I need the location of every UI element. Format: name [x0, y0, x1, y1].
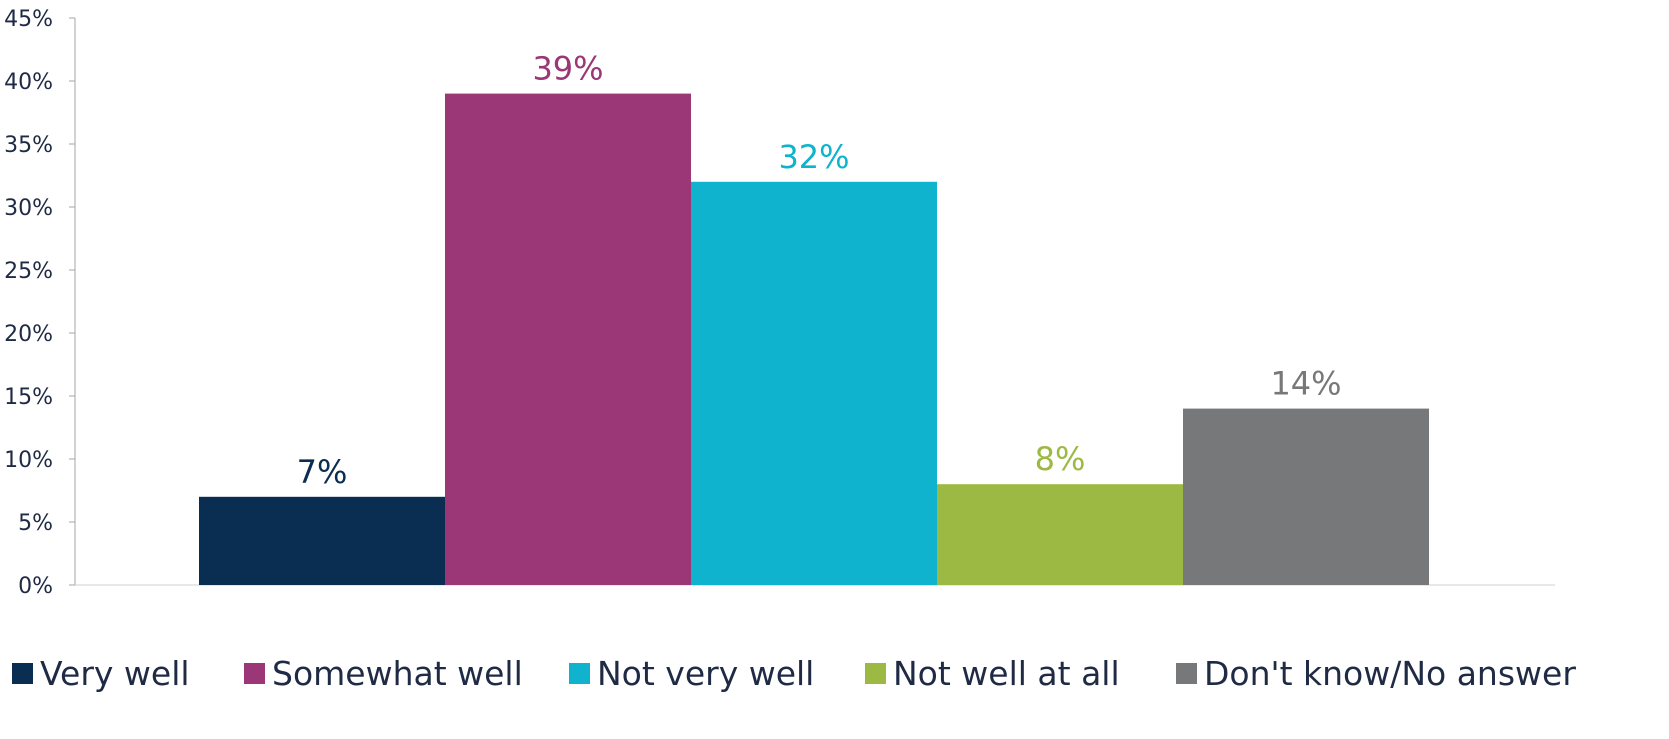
- data-label: 39%: [532, 50, 603, 88]
- y-tick-label: 0%: [18, 574, 53, 599]
- bar: [691, 181, 937, 586]
- y-tick-label: 25%: [4, 259, 53, 284]
- data-label: 14%: [1270, 365, 1341, 403]
- y-tick-label: 15%: [4, 385, 53, 410]
- y-tick-label: 40%: [4, 70, 53, 95]
- bars: [199, 93, 1429, 586]
- bar: [937, 484, 1183, 585]
- bar: [1183, 408, 1429, 585]
- y-tick-label: 45%: [4, 7, 53, 32]
- legend-item-very-well: Very well: [12, 648, 190, 698]
- legend-swatch: [569, 662, 590, 684]
- y-axis: 0% 5% 10% 15% 20% 25% 30% 35% 40% 45%: [4, 7, 1555, 599]
- legend-swatch: [244, 662, 265, 684]
- legend-item-somewhat-well: Somewhat well: [244, 648, 523, 698]
- legend-label: Not well at all: [893, 653, 1120, 693]
- legend-swatch: [12, 662, 33, 684]
- y-tick-label: 30%: [4, 196, 53, 221]
- data-label: 8%: [1035, 440, 1086, 478]
- legend-item-dont-know-no-answer: Don't know/No answer: [1176, 648, 1576, 698]
- data-label: 7%: [297, 453, 348, 491]
- y-tick-label: 20%: [4, 322, 53, 347]
- data-label: 32%: [778, 138, 849, 176]
- legend-label: Very well: [40, 653, 190, 693]
- y-tick-label: 35%: [4, 133, 53, 158]
- legend-label: Somewhat well: [272, 653, 523, 693]
- bar-chart: 0% 5% 10% 15% 20% 25% 30% 35% 40% 45% 7% 39% 32% 8% 1…: [4, 7, 1555, 599]
- legend-swatch: [1176, 662, 1197, 684]
- bar: [199, 496, 445, 585]
- y-tick-label: 10%: [4, 448, 53, 473]
- bar: [445, 93, 691, 585]
- legend-item-not-well-at-all: Not well at all: [865, 648, 1120, 698]
- data-labels: 7% 39% 32% 8% 14%: [297, 50, 1342, 491]
- legend-label: Don't know/No answer: [1204, 653, 1576, 693]
- legend-swatch: [865, 662, 886, 684]
- legend-label: Not very well: [597, 653, 815, 693]
- legend: Very well Somewhat well Not very well No…: [0, 648, 1669, 698]
- legend-item-not-very-well: Not very well: [569, 648, 814, 698]
- y-tick-label: 5%: [18, 511, 53, 536]
